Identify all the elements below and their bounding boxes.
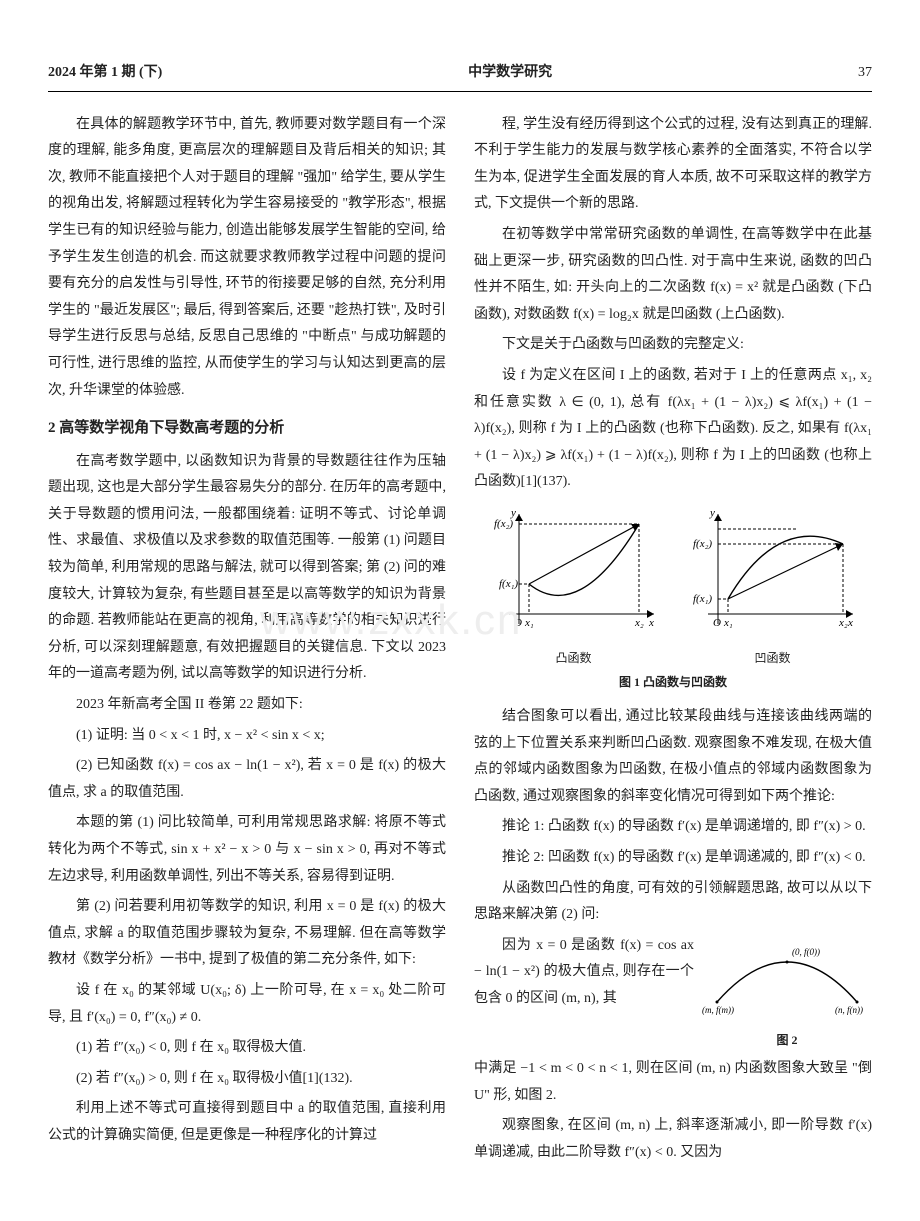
svg-text:y: y [510,507,516,519]
left-p4: (1) 证明: 当 0 < x < 1 时, x − x² < sin x < … [48,723,446,750]
figure-1: f(x₁) f(x₂) x₁ x₂ O x y 凸函数 [474,504,872,694]
svg-text:x: x [648,617,654,629]
fig2-right-pt: (n, f(n)) [835,1005,863,1015]
right-p1: 程, 学生没有经历得到这个公式的过程, 没有达到真正的理解. 不利于学生能力的发… [474,112,872,218]
figure-1-convex: f(x₁) f(x₂) x₁ x₂ O x y 凸函数 [489,504,659,669]
figure-2: (m, f(m)) (n, f(n)) (0, f(0)) 图 2 [702,937,872,1052]
left-p6: 本题的第 (1) 问比较简单, 可利用常规思路求解: 将原不等式转化为两个不等式… [48,810,446,890]
left-p9: (1) 若 f″(x₀) < 0, 则 f 在 x₀ 取得极大值. [48,1035,446,1062]
concave-svg: f(x₁) f(x₂) x₁ x₂ O x y [688,504,858,634]
p9-with-fig2: (m, f(m)) (n, f(n)) (0, f(0)) 图 2 因为 x =… [474,933,872,1056]
svg-text:O: O [514,617,522,629]
right-p10: 观察图象, 在区间 (m, n) 上, 斜率逐渐减小, 即一阶导数 f′(x) … [474,1113,872,1166]
convex-x2-label: x₂ [634,617,644,629]
concave-fx1-label: f(x₁) [693,593,712,605]
header-issue: 2024 年第 1 期 (下) [48,60,162,87]
figure-2-svg: (m, f(m)) (n, f(n)) (0, f(0)) [702,937,872,1017]
header-page-number: 37 [858,60,872,87]
convex-fx1-label: f(x₁) [499,578,518,590]
convex-x1-label: x₁ [524,617,534,629]
left-p7: 第 (2) 问若要利用初等数学的知识, 利用 x = 0 是 f(x) 的极大值… [48,894,446,974]
right-p6: 推论 1: 凸函数 f(x) 的导函数 f′(x) 是单调递增的, 即 f″(x… [474,814,872,841]
page-header: 2024 年第 1 期 (下) 中学数学研究 37 [48,60,872,92]
concave-x2-label: x₂ [838,617,848,629]
convex-caption: 凸函数 [489,647,659,670]
concave-caption: 凹函数 [688,647,858,670]
svg-text:O: O [713,617,721,629]
right-p7: 推论 2: 凹函数 f(x) 的导函数 f′(x) 是单调递减的, 即 f″(x… [474,845,872,872]
concave-x1-label: x₁ [723,617,733,629]
right-p5: 结合图象可以看出, 通过比较某段曲线与连接该曲线两端的弦的上下位置关系来判断凹凸… [474,704,872,810]
fig2-top-pt: (0, f(0)) [792,947,820,957]
right-p8: 从函数凹凸性的角度, 可有效的引领解题思路, 故可以从以下思路来解决第 (2) … [474,876,872,929]
section-heading-2: 2 高等数学视角下导数高考题的分析 [48,414,446,443]
fig2-left-pt: (m, f(m)) [702,1005,734,1015]
left-p11: 利用上述不等式可直接得到题目中 a 的取值范围, 直接利用公式的计算确实简便, … [48,1096,446,1149]
left-p3: 2023 年新高考全国 II 卷第 22 题如下: [48,692,446,719]
figure-1-caption: 图 1 凸函数与凹函数 [474,671,872,694]
right-p2: 在初等数学中常常研究函数的单调性, 在高等数学中在此基础上更深一步, 研究函数的… [474,222,872,328]
svg-text:x: x [847,617,853,629]
figure-1-concave: f(x₁) f(x₂) x₁ x₂ O x y 凹函数 [688,504,858,669]
left-p1: 在具体的解题教学环节中, 首先, 教师要对数学题目有一个深度的理解, 能多角度,… [48,112,446,405]
convex-fx2-label: f(x₂) [494,518,513,530]
svg-text:y: y [709,507,715,519]
right-p9b: 中满足 −1 < m < 0 < n < 1, 则在区间 (m, n) 内函数图… [474,1056,872,1109]
header-journal: 中学数学研究 [468,60,552,87]
concave-fx2-label: f(x₂) [693,538,712,550]
left-p8: 设 f 在 x₀ 的某邻域 U(x₀; δ) 上一阶可导, 在 x = x₀ 处… [48,978,446,1031]
figure-2-caption: 图 2 [702,1029,872,1052]
convex-svg: f(x₁) f(x₂) x₁ x₂ O x y [489,504,659,634]
left-p10: (2) 若 f″(x₀) > 0, 则 f 在 x₀ 取得极小值[1](132)… [48,1066,446,1093]
left-p2: 在高考数学题中, 以函数知识为背景的导数题往往作为压轴题出现, 这也是大部分学生… [48,449,446,688]
left-p5: (2) 已知函数 f(x) = cos ax − ln(1 − x²), 若 x… [48,753,446,806]
body-columns: 在具体的解题教学环节中, 首先, 教师要对数学题目有一个深度的理解, 能多角度,… [48,112,872,1167]
right-p4: 设 f 为定义在区间 I 上的函数, 若对于 I 上的任意两点 x₁, x₂ 和… [474,363,872,496]
right-p3: 下文是关于凸函数与凹函数的完整定义: [474,332,872,359]
